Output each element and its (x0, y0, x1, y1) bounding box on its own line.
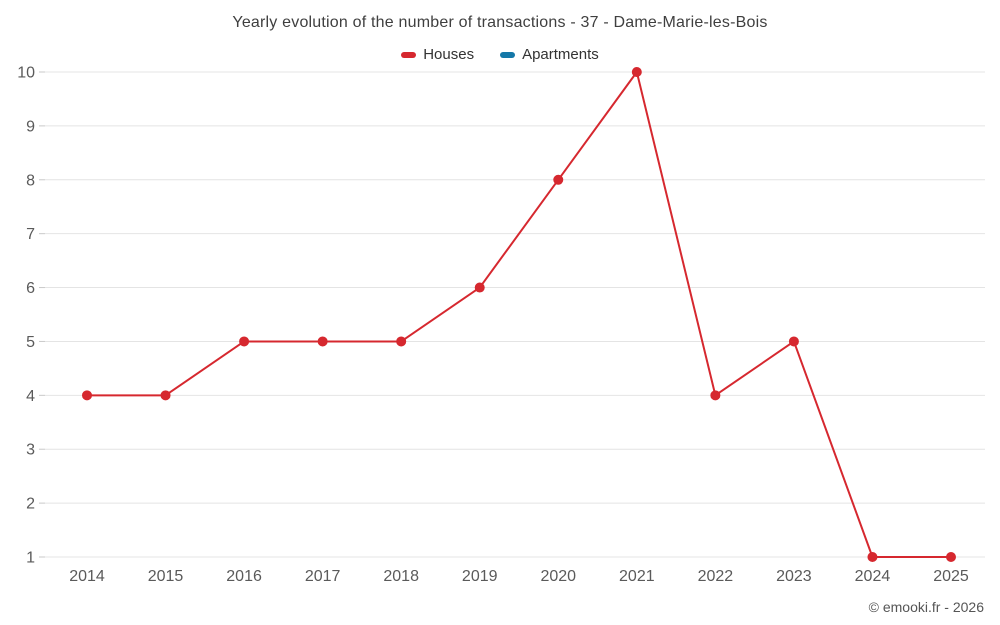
x-axis-tick-label: 2019 (462, 568, 498, 585)
houses-series-point (474, 282, 485, 293)
houses-legend-swatch (401, 51, 417, 58)
x-axis-tick-label: 2017 (305, 568, 341, 585)
houses-series-point (553, 174, 564, 185)
x-axis-tick-label: 2021 (619, 568, 655, 585)
y-axis-tick-label: 1 (26, 550, 35, 567)
chart-legend: Houses Apartments (0, 46, 1000, 63)
legend-label: Houses (423, 46, 475, 63)
x-axis-tick-label: 2014 (69, 568, 105, 585)
y-axis-tick-label: 6 (26, 280, 35, 297)
y-axis-tick-label: 7 (26, 226, 35, 243)
y-axis-tick-label: 4 (26, 388, 35, 405)
x-axis-tick-label: 2025 (933, 568, 969, 585)
y-axis-tick-label: 10 (17, 65, 35, 82)
houses-series-point (160, 390, 171, 401)
y-axis-tick-label: 8 (26, 172, 35, 189)
houses-series-line (87, 71, 951, 558)
legend-item-apartments[interactable]: Apartments (500, 46, 599, 63)
chart-title: Yearly evolution of the number of transa… (232, 14, 768, 31)
houses-series-point (946, 552, 956, 562)
copyright-text: © emooki.fr - 2026 (868, 599, 984, 615)
houses-series-point (631, 67, 642, 77)
x-axis-tick-label: 2015 (148, 568, 184, 585)
houses-series-point (317, 336, 328, 347)
x-axis-tick-label: 2016 (226, 568, 262, 585)
houses-series-point (82, 390, 92, 401)
houses-series-point (867, 552, 878, 562)
houses-series-point (710, 390, 721, 401)
houses-series-point (788, 336, 799, 347)
legend-item-houses[interactable]: Houses (401, 46, 474, 63)
houses-series-point (396, 336, 407, 347)
x-axis-tick-label: 2022 (698, 568, 734, 585)
houses-series-point (239, 336, 250, 347)
legend-label: Apartments (522, 46, 599, 63)
y-axis-tick-label: 5 (26, 334, 35, 351)
y-axis-tick-label: 2 (26, 496, 35, 513)
x-axis-tick-label: 2023 (776, 568, 812, 585)
y-axis-tick-label: 3 (26, 442, 35, 459)
y-axis-tick-label: 9 (26, 118, 35, 135)
apartments-legend-swatch (500, 51, 516, 58)
x-axis-tick-label: 2018 (383, 568, 419, 585)
x-axis-tick-label: 2024 (855, 568, 891, 585)
x-axis-tick-label: 2020 (540, 568, 576, 585)
